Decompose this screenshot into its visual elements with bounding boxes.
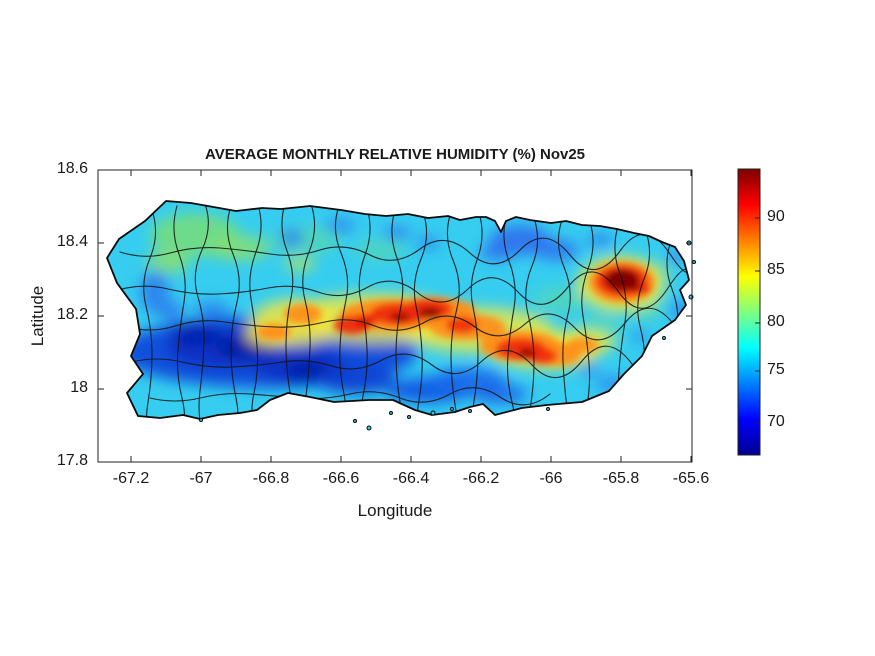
island-heatmap (107, 201, 689, 419)
colorbar-tick-label: 85 (767, 261, 785, 278)
colorbar-gradient (738, 169, 760, 455)
colorbar-tick-marks (755, 217, 760, 424)
offshore-islets (199, 240, 696, 431)
colorbar-tick-label: 70 (767, 413, 785, 430)
colorbar-tick-label: 80 (767, 313, 785, 330)
colorbar-frame (737, 168, 761, 456)
y-tick-label: 18 (70, 379, 88, 396)
y-tick-label: 17.8 (56, 452, 88, 469)
axes-frame (97, 169, 693, 463)
x-tick-label: -66.6 (322, 470, 360, 487)
heat-blobs-cores (257, 261, 655, 366)
x-tick-label: -66.4 (392, 470, 430, 487)
y-tick-label: 18.4 (56, 233, 88, 250)
x-tick-label: -67.2 (112, 470, 150, 487)
y-tick-label: 18.6 (56, 160, 88, 177)
x-tick-label: -66 (539, 470, 563, 487)
coastline (106, 200, 690, 420)
x-tick-label: -66.8 (252, 470, 290, 487)
chart-title: AVERAGE MONTHLY RELATIVE HUMIDITY (%) No… (204, 146, 586, 163)
x-tick-label: -67 (189, 470, 213, 487)
x-tick-label: -66.2 (462, 470, 500, 487)
x-axis-label: Longitude (357, 501, 433, 520)
x-tick-label: -65.6 (672, 470, 710, 487)
x-tick-marks (130, 170, 692, 462)
y-tick-marks (98, 169, 692, 463)
y-tick-label: 18.2 (56, 306, 88, 323)
colorbar-tick-label: 90 (767, 208, 785, 225)
x-tick-label: -65.8 (602, 470, 640, 487)
colorbar (737, 168, 761, 456)
colorbar-tick-label: 75 (767, 361, 785, 378)
